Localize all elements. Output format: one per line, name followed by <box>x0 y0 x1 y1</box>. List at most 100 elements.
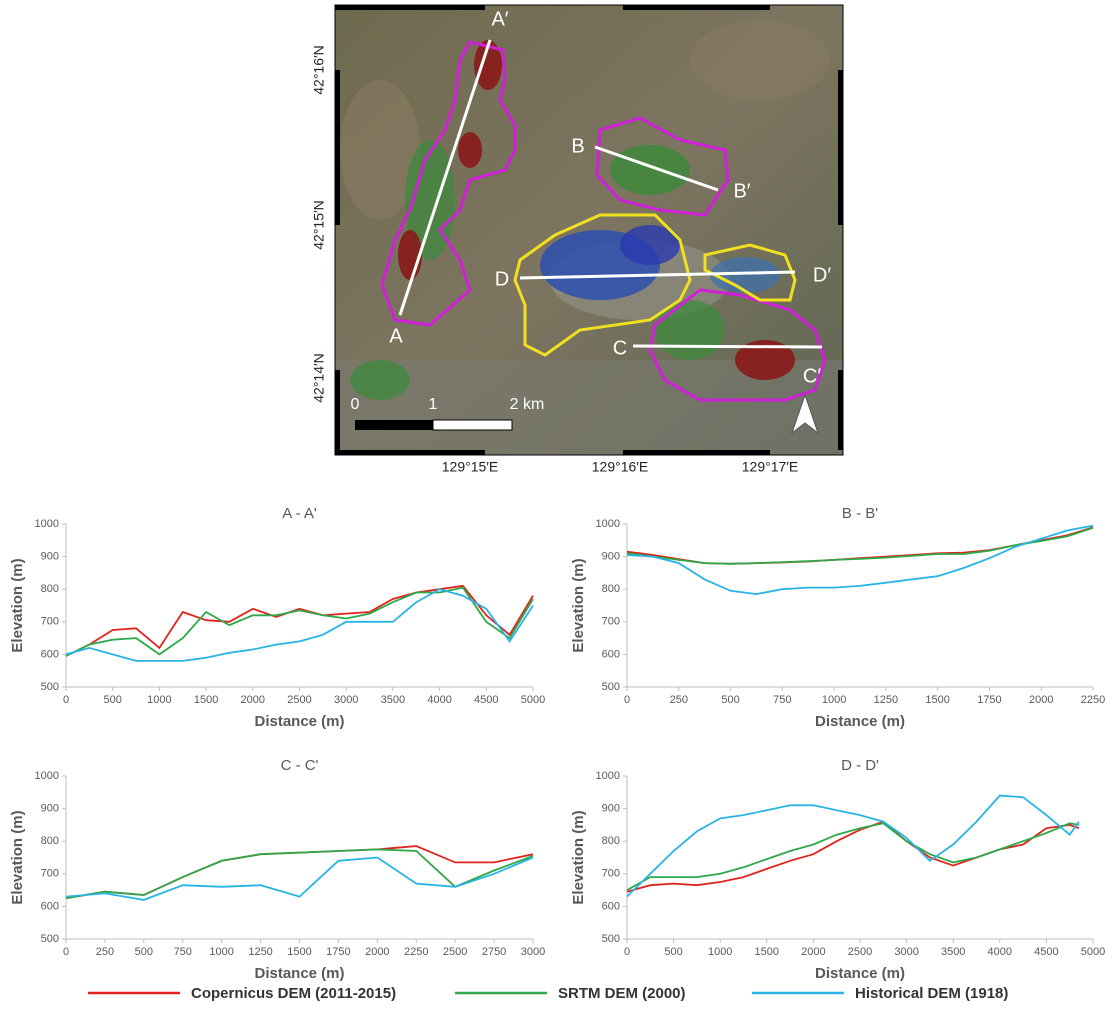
profile-label: D′ <box>813 264 831 286</box>
x-tick-label: 3500 <box>941 946 965 958</box>
y-tick-label: 600 <box>602 648 620 660</box>
legend-label: Copernicus DEM (2011-2015) <box>191 985 396 1002</box>
legend-label: Historical DEM (1918) <box>855 985 1008 1002</box>
y-tick-label: 900 <box>41 803 59 815</box>
x-tick-label: 1000 <box>708 946 732 958</box>
lat-label: 42°16′N <box>311 45 327 94</box>
x-tick-label: 3000 <box>334 694 358 706</box>
x-tick-label: 500 <box>721 694 739 706</box>
x-tick-label: 2000 <box>801 946 825 958</box>
x-axis-label: Distance (m) <box>254 713 344 730</box>
x-tick-label: 1500 <box>287 946 311 958</box>
y-tick-label: 1000 <box>35 518 59 530</box>
y-tick-label: 1000 <box>596 770 620 782</box>
series-line <box>66 589 533 661</box>
series-line <box>66 849 533 898</box>
y-tick-label: 600 <box>602 900 620 912</box>
legend-label: SRTM DEM (2000) <box>558 985 686 1002</box>
x-tick-label: 2500 <box>443 946 467 958</box>
series-line <box>627 528 1093 564</box>
y-axis-label: Elevation (m) <box>9 558 26 652</box>
x-tick-label: 1750 <box>326 946 350 958</box>
x-tick-label: 1250 <box>874 694 898 706</box>
x-tick-label: 2000 <box>365 946 389 958</box>
y-tick-label: 800 <box>41 583 59 595</box>
y-tick-label: 800 <box>602 835 620 847</box>
x-tick-label: 4000 <box>427 694 451 706</box>
y-tick-label: 1000 <box>596 518 620 530</box>
y-tick-label: 500 <box>41 681 59 693</box>
profile-label: D <box>495 268 509 290</box>
x-tick-label: 2000 <box>241 694 265 706</box>
x-tick-label: 1250 <box>248 946 272 958</box>
x-tick-label: 1000 <box>209 946 233 958</box>
chart-title: C - C' <box>281 757 319 774</box>
y-axis-label: Elevation (m) <box>570 558 587 652</box>
y-tick-label: 600 <box>41 648 59 660</box>
lat-label: 42°14′N <box>311 353 327 402</box>
x-tick-label: 250 <box>96 946 114 958</box>
lon-label: 129°16′E <box>592 459 649 475</box>
y-tick-label: 700 <box>41 868 59 880</box>
y-tick-label: 1000 <box>35 770 59 782</box>
x-tick-label: 2750 <box>482 946 506 958</box>
y-tick-label: 800 <box>602 583 620 595</box>
y-tick-label: 700 <box>602 616 620 628</box>
series-line <box>66 846 533 898</box>
x-axis-label: Distance (m) <box>815 965 905 982</box>
y-tick-label: 900 <box>41 551 59 563</box>
x-axis-label: Distance (m) <box>815 713 905 730</box>
x-tick-label: 500 <box>664 946 682 958</box>
x-tick-label: 1750 <box>977 694 1001 706</box>
x-tick-label: 0 <box>624 694 630 706</box>
x-tick-label: 500 <box>104 694 122 706</box>
lon-label: 129°17′E <box>742 459 799 475</box>
lat-label: 42°15′N <box>311 200 327 249</box>
y-tick-label: 500 <box>41 933 59 945</box>
profile-label: C′ <box>803 365 821 387</box>
y-tick-label: 800 <box>41 835 59 847</box>
chart-title: B - B' <box>842 505 878 522</box>
profile-label: A <box>389 325 403 347</box>
scale-label: 1 <box>429 396 438 413</box>
y-tick-label: 500 <box>602 681 620 693</box>
x-tick-label: 3000 <box>521 946 545 958</box>
x-tick-label: 0 <box>63 694 69 706</box>
profile-label: A′ <box>491 8 508 30</box>
y-axis-label: Elevation (m) <box>570 810 587 904</box>
figure: A A′ B B′ C C′ D D′ 0 1 2 km 42°16′N 42°… <box>0 0 1116 1019</box>
x-tick-label: 750 <box>174 946 192 958</box>
x-tick-label: 4000 <box>988 946 1012 958</box>
lon-label: 129°15′E <box>442 459 499 475</box>
x-tick-label: 2500 <box>848 946 872 958</box>
scale-label: 0 <box>351 396 360 413</box>
profile-label: B′ <box>733 180 750 202</box>
scale-label: 2 km <box>510 396 545 413</box>
profile-label: B <box>571 135 584 157</box>
map: A A′ B B′ C C′ D D′ 0 1 2 km 42°16′N 42°… <box>311 5 843 475</box>
chart-title: A - A' <box>282 505 317 522</box>
x-tick-label: 2250 <box>1081 694 1105 706</box>
profile-label: C <box>613 337 627 359</box>
x-tick-label: 4500 <box>1034 946 1058 958</box>
x-tick-label: 1500 <box>925 694 949 706</box>
x-tick-label: 250 <box>670 694 688 706</box>
series-line <box>627 526 1093 595</box>
x-tick-label: 5000 <box>1081 946 1105 958</box>
x-tick-label: 3000 <box>894 946 918 958</box>
x-tick-label: 1000 <box>822 694 846 706</box>
x-axis-label: Distance (m) <box>254 965 344 982</box>
page: { "map": { "profile_labels": ["A", "A′",… <box>0 0 1116 1019</box>
y-tick-label: 600 <box>41 900 59 912</box>
y-tick-label: 700 <box>41 616 59 628</box>
y-tick-label: 900 <box>602 803 620 815</box>
x-tick-label: 750 <box>773 694 791 706</box>
x-tick-label: 0 <box>624 946 630 958</box>
x-tick-label: 2250 <box>404 946 428 958</box>
x-tick-label: 3500 <box>381 694 405 706</box>
x-tick-label: 1500 <box>755 946 779 958</box>
x-tick-label: 1500 <box>194 694 218 706</box>
y-tick-label: 900 <box>602 551 620 563</box>
x-tick-label: 2500 <box>287 694 311 706</box>
x-tick-label: 4500 <box>474 694 498 706</box>
